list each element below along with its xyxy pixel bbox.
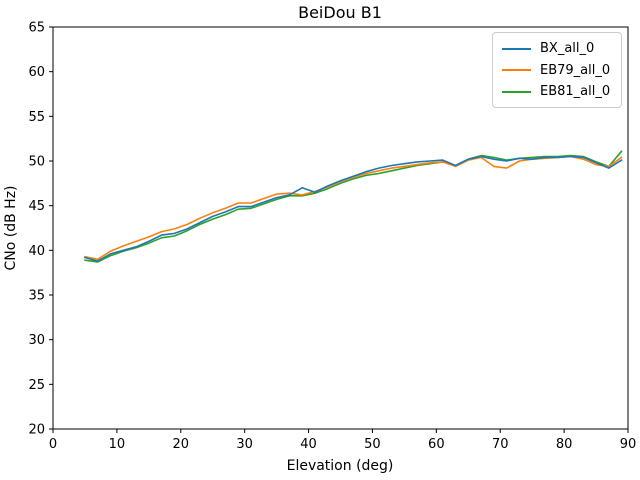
x-tick-label: 50 <box>364 437 381 452</box>
plot-frame <box>52 26 629 430</box>
x-tick-label: 40 <box>300 437 317 452</box>
x-tick-label: 10 <box>109 437 126 452</box>
legend-label: EB79_all_0 <box>540 62 611 78</box>
legend-item: EB81_all_0 <box>502 84 612 99</box>
y-axis-label: CNo (dB Hz) <box>3 185 19 270</box>
y-tick-label: 50 <box>28 155 45 170</box>
y-tick-label: 65 <box>28 21 45 36</box>
series-line-EB79_all_0 <box>84 155 623 261</box>
legend-item: EB79_all_0 <box>502 63 612 78</box>
legend-line-sample <box>502 47 531 50</box>
y-tick-label: 45 <box>28 199 45 214</box>
legend-label: EB81_all_0 <box>540 84 611 99</box>
y-tick-label: 40 <box>28 244 45 259</box>
y-tick-label: 20 <box>28 423 45 438</box>
x-tick-label: 60 <box>428 437 445 452</box>
legend-line-sample <box>502 90 531 93</box>
x-tick-label: 70 <box>492 437 509 452</box>
legend: BX_all_0 EB79_all_0 EB81_all_0 <box>492 32 622 108</box>
y-tick-label: 60 <box>28 65 45 80</box>
legend-item: BX_all_0 <box>502 41 612 56</box>
legend-line-sample <box>502 69 531 71</box>
x-axis-label: Elevation (deg) <box>287 458 394 474</box>
legend-label: BX_all_0 <box>540 41 595 56</box>
chart-title: BeiDou B1 <box>298 3 382 22</box>
series-line-BX_all_0 <box>84 155 623 262</box>
series-line-EB81_all_0 <box>84 150 623 263</box>
x-tick-label: 90 <box>620 437 637 452</box>
y-tick-label: 55 <box>28 110 45 125</box>
y-tick-label: 35 <box>28 289 45 304</box>
x-tick-label: 80 <box>556 437 573 452</box>
y-tick-label: 25 <box>28 378 45 393</box>
x-tick-label: 20 <box>173 437 190 452</box>
x-tick-label: 0 <box>49 437 57 452</box>
y-tick-label: 30 <box>28 333 45 348</box>
x-tick-label: 30 <box>236 437 253 452</box>
